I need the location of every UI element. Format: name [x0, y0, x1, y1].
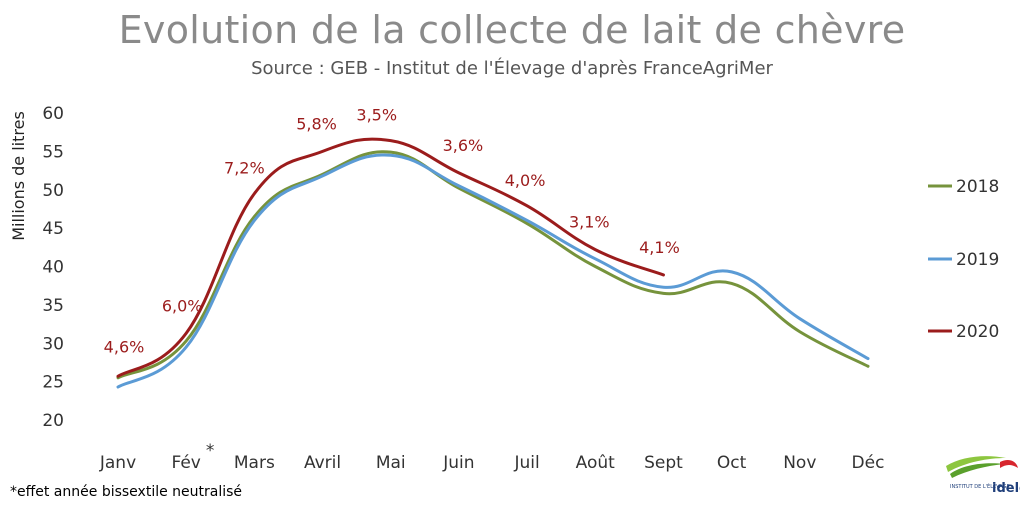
y-tick-label: 40 — [42, 258, 64, 278]
data-label: 4,0% — [505, 171, 546, 190]
data-label: 7,2% — [224, 159, 265, 178]
x-tick-label: Fév — [171, 453, 200, 473]
legend-label-2019: 2019 — [956, 250, 999, 270]
data-label: 3,5% — [356, 106, 397, 125]
legend-label-2020: 2020 — [956, 322, 999, 342]
x-tick-label: Août — [576, 453, 616, 473]
x-tick-label: Avril — [304, 453, 341, 473]
x-tick-label: Mars — [234, 453, 275, 473]
y-tick-label: 60 — [42, 104, 64, 124]
chart-subtitle: Source : GEB - Institut de l'Élevage d'a… — [251, 58, 773, 79]
y-tick-label: 30 — [42, 334, 64, 354]
series-line-2020 — [116, 137, 665, 378]
data-label: 3,1% — [569, 213, 610, 232]
data-label: 6,0% — [162, 296, 203, 315]
series-line-2018 — [116, 150, 870, 380]
x-tick-label: Nov — [783, 453, 816, 473]
x-tick-label: Mai — [376, 453, 406, 473]
x-tick-label: Sept — [644, 453, 683, 473]
series-line-2019 — [116, 153, 870, 389]
chart-title: Evolution de la collecte de lait de chèv… — [118, 8, 906, 52]
x-tick-label: Oct — [717, 453, 747, 473]
y-tick-label: 45 — [42, 219, 64, 239]
y-tick-label: 20 — [42, 411, 64, 431]
logo-name: idele — [992, 481, 1020, 496]
idele-logo: INSTITUT DE L'ÉLEVAGE idele — [942, 444, 1024, 500]
data-label: 5,8% — [296, 114, 337, 133]
y-tick-label: 50 — [42, 181, 64, 201]
legend-label-2018: 2018 — [956, 177, 999, 197]
x-tick-mark: * — [206, 441, 215, 461]
logo-small-text: INSTITUT DE L'ÉLEVAGE — [950, 482, 1010, 490]
footnote: *effet année bissextile neutralisé — [10, 484, 243, 500]
x-tick-label: Janv — [99, 453, 136, 473]
x-tick-label: Juil — [513, 453, 539, 473]
y-tick-label: 25 — [42, 373, 64, 393]
y-axis-label: Millions de litres — [9, 111, 28, 241]
data-label: 4,6% — [104, 337, 145, 356]
x-tick-label: Juin — [442, 453, 474, 473]
y-tick-label: 35 — [42, 296, 64, 316]
x-tick-label: Déc — [852, 453, 885, 473]
y-tick-label: 55 — [42, 142, 64, 162]
data-label: 3,6% — [443, 136, 484, 155]
data-label: 4,1% — [639, 238, 680, 257]
